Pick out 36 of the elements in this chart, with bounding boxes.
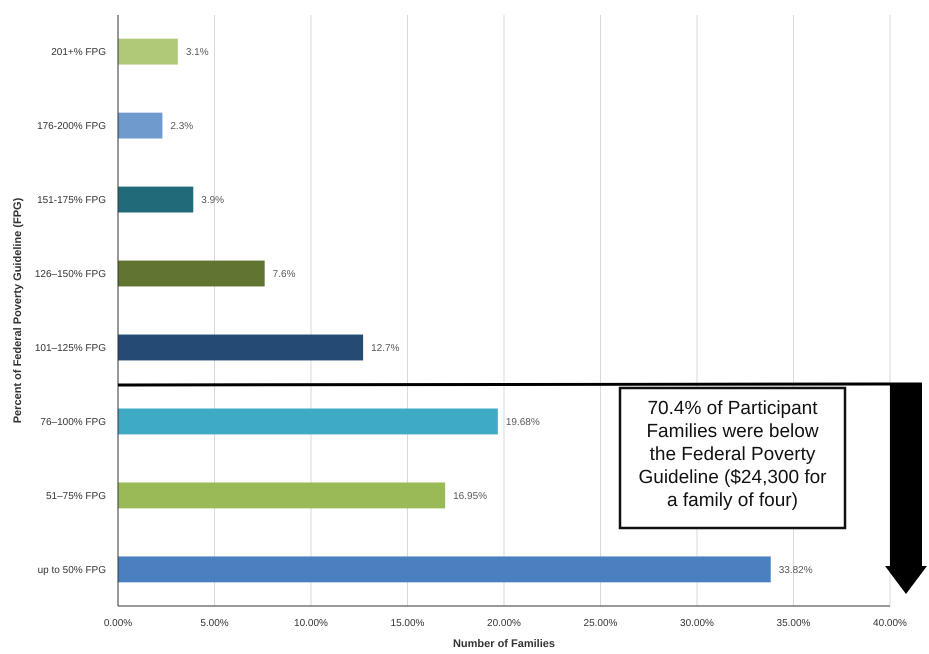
bar: [118, 408, 498, 434]
y-tick-label: 101–125% FPG: [34, 342, 106, 354]
x-tick-label: 5.00%: [200, 618, 229, 629]
x-tick-label: 40.00%: [873, 618, 908, 629]
y-tick-label: 201+% FPG: [51, 47, 106, 58]
x-tick-label: 10.00%: [294, 618, 328, 629]
data-label: 7.6%: [272, 269, 296, 280]
data-label: 33.82%: [778, 564, 813, 576]
y-tick-label: 51–75% FPG: [46, 490, 106, 502]
data-label: 19.68%: [506, 416, 540, 428]
x-tick-label: 0.00%: [104, 618, 132, 629]
bar: [118, 112, 162, 139]
y-tick-label: 126–150% FPG: [34, 269, 106, 280]
bar: [118, 482, 446, 508]
y-axis-title: Percent of Federal Poverty Guideline (FPG): [12, 197, 24, 424]
bar: [118, 334, 364, 360]
y-tick-label: 176-200% FPG: [37, 121, 106, 132]
bar: [118, 38, 178, 65]
bar: [118, 556, 771, 582]
data-label: 12.7%: [371, 342, 400, 354]
data-label: 3.1%: [186, 47, 209, 58]
y-tick-label: 76–100% FPG: [40, 416, 106, 428]
data-label: 3.9%: [201, 195, 224, 206]
x-tick-label: 30.00%: [680, 618, 714, 629]
x-tick-label: 35.00%: [776, 618, 811, 629]
x-tick-label: 20.00%: [487, 618, 522, 629]
data-label: 2.3%: [170, 121, 194, 132]
data-label: 16.95%: [453, 490, 488, 502]
annotation: 70.4% of Participant Families were below the Federal Poverty Guideline ($24,300 for a family of four): [638, 398, 828, 511]
y-tick-label: 151-175% FPG: [37, 195, 106, 206]
x-axis-title: Number of Families: [452, 638, 556, 650]
bar: [118, 186, 194, 212]
y-tick-label: up to 50% FPG: [38, 564, 106, 576]
x-tick-label: 25.00%: [584, 618, 618, 629]
x-tick-label: 15.00%: [390, 618, 425, 629]
bar: [118, 260, 265, 286]
